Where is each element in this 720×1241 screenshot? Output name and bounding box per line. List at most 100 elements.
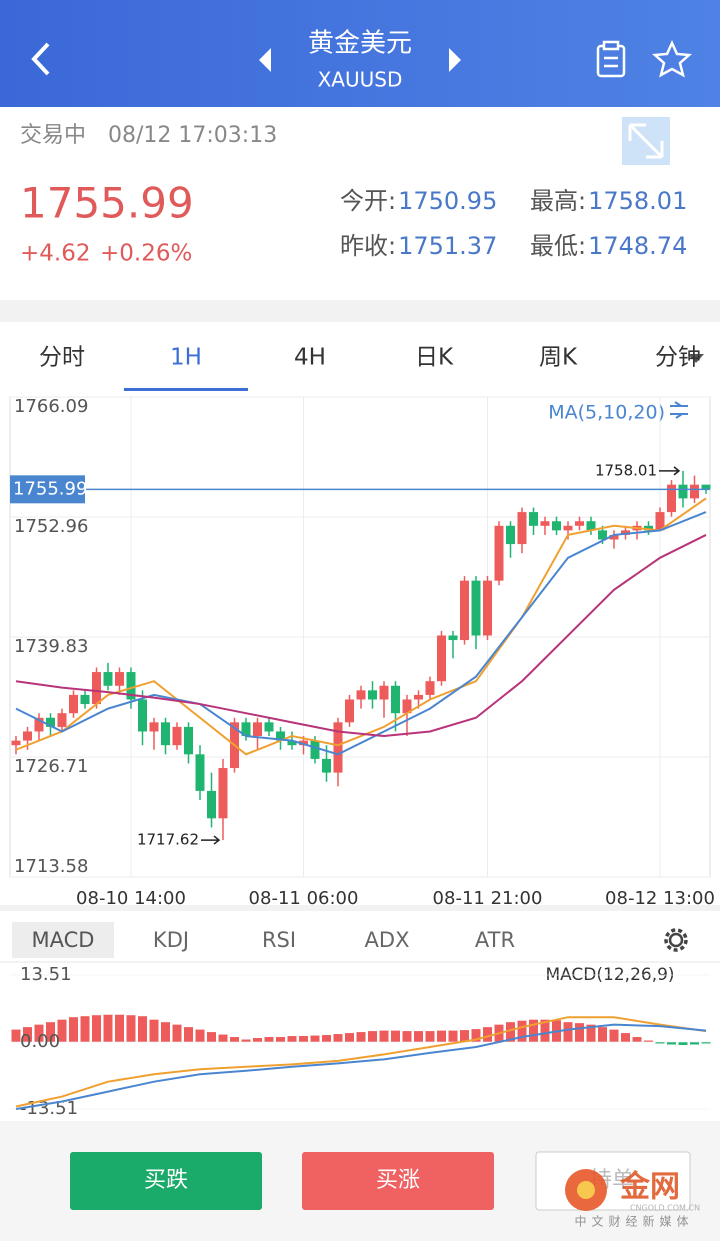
candle-body xyxy=(218,768,228,819)
macd-bar xyxy=(184,1027,193,1042)
macd-bar xyxy=(115,1014,124,1042)
macd-tick-label: 13.51 xyxy=(20,964,72,985)
tab[interactable]: 分时 xyxy=(39,345,85,371)
ma-line xyxy=(15,497,707,756)
macd-bar xyxy=(92,1015,101,1042)
candle-body xyxy=(80,694,90,705)
candle-body xyxy=(184,726,193,755)
sell-button[interactable] xyxy=(70,1152,262,1210)
y-tick-label: 1766.09 xyxy=(14,396,88,417)
macd-bar xyxy=(644,1040,653,1043)
macd-bar xyxy=(23,1027,32,1042)
settings-icon[interactable] xyxy=(664,928,688,952)
macd-bar xyxy=(218,1034,228,1042)
indicator-tab[interactable]: ATR xyxy=(475,928,515,952)
candle-body xyxy=(23,731,32,741)
candle-body xyxy=(667,484,676,513)
prev-button[interactable] xyxy=(259,48,271,72)
macd-tick-label: -13.51 xyxy=(20,1098,78,1119)
indicator-tab[interactable]: MACD xyxy=(32,928,95,952)
candle-body xyxy=(310,740,320,759)
candle-body xyxy=(46,717,55,727)
tab[interactable]: 4H xyxy=(294,345,326,371)
ma-toggle-icon[interactable] xyxy=(670,401,688,419)
tab[interactable]: 1H xyxy=(170,345,202,371)
candle-body xyxy=(322,758,331,773)
y-tick-label: 1726.71 xyxy=(14,756,88,777)
x-tick-label: 08-10 14:00 xyxy=(76,888,186,909)
macd-bar xyxy=(506,1022,515,1042)
candle-body xyxy=(241,722,251,737)
annotation-arrow xyxy=(201,835,221,845)
macd-bar xyxy=(667,1042,676,1045)
macd-bar xyxy=(172,1024,182,1042)
candle-body xyxy=(92,672,101,705)
candle-body xyxy=(368,690,377,700)
macd-bar xyxy=(690,1042,699,1045)
macd-bar xyxy=(333,1034,343,1042)
candle-body xyxy=(253,722,262,737)
tab[interactable]: 分钟 xyxy=(655,345,701,371)
candle-body xyxy=(425,681,435,695)
indicator-tab[interactable]: RSI xyxy=(262,928,296,952)
macd-bar xyxy=(448,1030,458,1042)
macd-bar xyxy=(598,1027,607,1042)
watermark-domain: CNGOLD.COM.CN xyxy=(630,1204,700,1213)
status-state: 交易中 xyxy=(20,123,86,148)
macd-bar xyxy=(471,1029,481,1042)
candle-body xyxy=(57,713,67,727)
macd-bar xyxy=(632,1037,642,1042)
candle-body xyxy=(264,722,274,732)
back-button[interactable] xyxy=(31,42,50,76)
ma-line xyxy=(15,534,707,738)
y-tick-label: 1739.83 xyxy=(14,636,88,657)
macd-bar xyxy=(655,1042,665,1044)
candle-body xyxy=(598,530,607,540)
macd-bar xyxy=(241,1039,251,1042)
macd-bar xyxy=(701,1042,711,1044)
ma-label: MA(5,10,20) xyxy=(548,402,665,424)
tab[interactable]: 日K xyxy=(415,345,454,371)
current-price-label: 1755.99 xyxy=(13,478,87,499)
candle-body xyxy=(540,521,550,526)
current-price-tag xyxy=(10,475,85,504)
macd-bar xyxy=(517,1020,527,1042)
dropdown-arrow[interactable] xyxy=(688,354,704,363)
indicator-tab[interactable]: KDJ xyxy=(153,928,189,952)
macd-bar xyxy=(69,1017,78,1042)
indicator-tab[interactable]: ADX xyxy=(365,928,410,952)
macd-bar xyxy=(586,1024,596,1042)
candle-body xyxy=(379,685,389,700)
candle-body xyxy=(494,525,504,581)
macd-bar xyxy=(460,1030,469,1042)
candle-body xyxy=(483,580,492,636)
clipboard-icon[interactable] xyxy=(596,40,626,78)
next-button[interactable] xyxy=(449,48,461,72)
macd-bar xyxy=(345,1033,354,1042)
watermark-name: 金网 xyxy=(619,1170,680,1205)
candle-body xyxy=(586,521,596,531)
macd-bar xyxy=(414,1031,423,1042)
buy-button[interactable] xyxy=(302,1152,494,1210)
stat-value: 1758.01 xyxy=(588,187,687,215)
macd-bar xyxy=(230,1037,239,1042)
candle-body xyxy=(69,694,78,714)
sell-label[interactable]: 买跌 xyxy=(144,1168,188,1193)
macd-bar xyxy=(322,1035,331,1042)
candle-body xyxy=(161,722,170,746)
buy-label[interactable]: 买涨 xyxy=(376,1168,420,1193)
tab[interactable]: 周K xyxy=(539,345,578,371)
macd-bar xyxy=(57,1019,67,1042)
macd-bar xyxy=(253,1038,262,1042)
macd-bar xyxy=(34,1024,44,1042)
favorite-icon[interactable] xyxy=(651,39,693,78)
tab-underline xyxy=(124,388,248,391)
macd-bar xyxy=(402,1031,412,1042)
watermark-slogan: 中文财经新媒体 xyxy=(574,1214,693,1229)
candle-body xyxy=(207,790,216,819)
candle-body xyxy=(506,525,515,545)
stat-label: 今开: xyxy=(340,187,396,215)
expand-icon[interactable] xyxy=(622,117,670,165)
annotation-arrow xyxy=(659,466,681,476)
candle-body xyxy=(552,521,561,531)
